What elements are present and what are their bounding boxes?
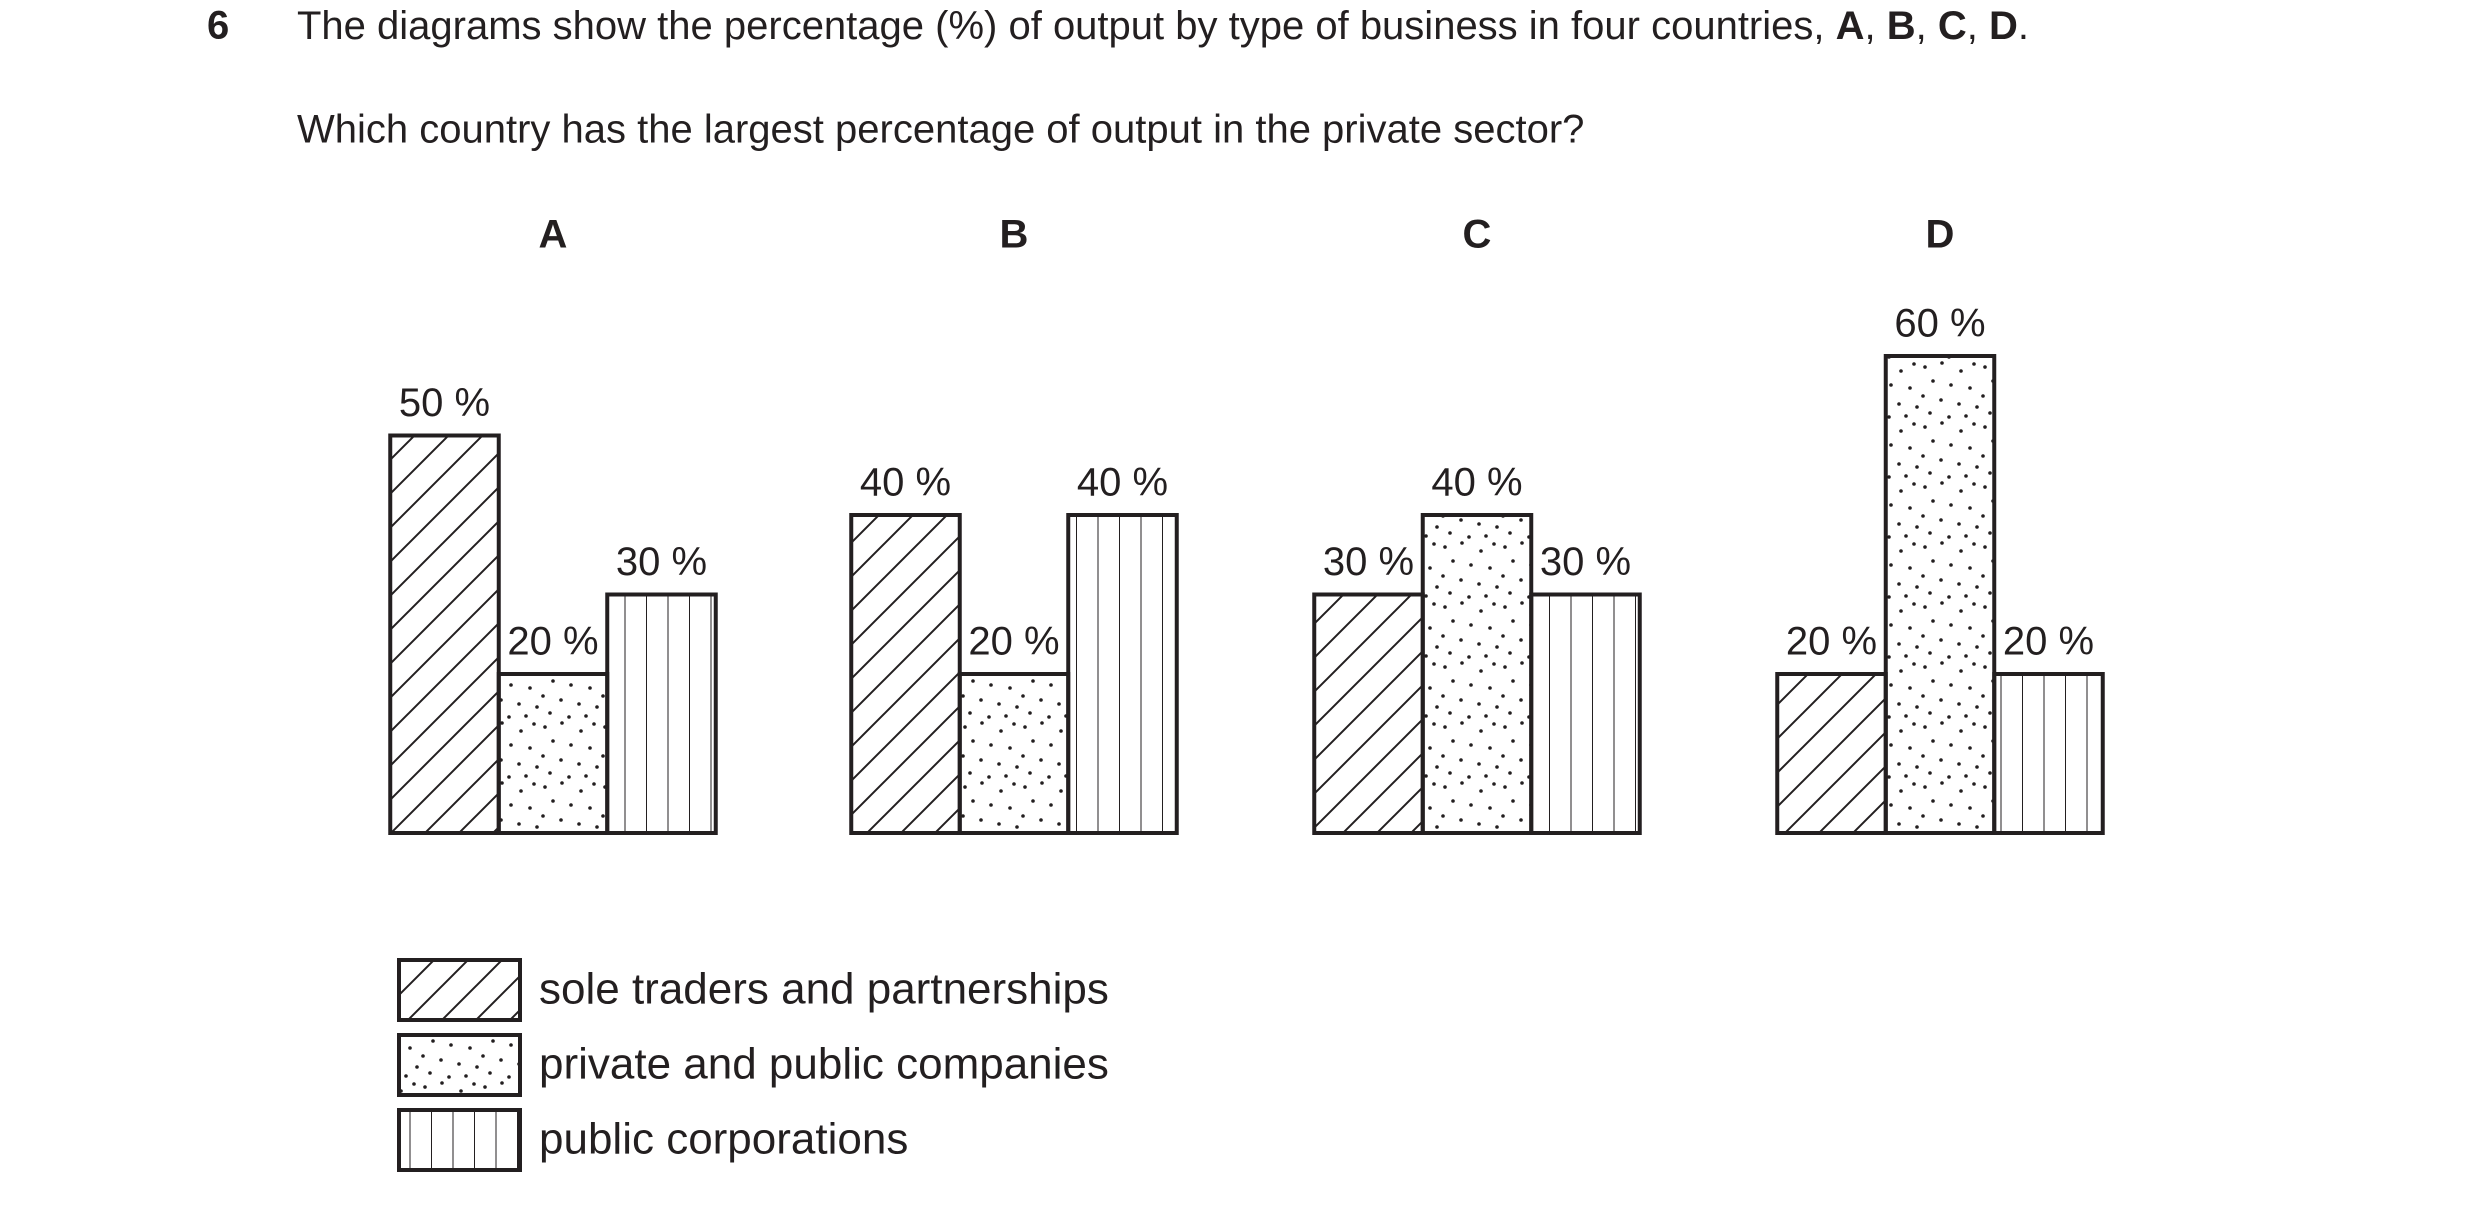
question-number: 6 xyxy=(207,4,229,48)
value-label: 50 % xyxy=(399,381,490,425)
intro-part: D xyxy=(1989,4,2018,48)
value-label: 20 % xyxy=(1786,620,1877,664)
value-label: 30 % xyxy=(616,540,707,584)
bar xyxy=(388,433,501,835)
chart-title: B xyxy=(1000,213,1029,257)
intro-part: A xyxy=(1836,4,1865,48)
bar xyxy=(605,592,718,835)
question-prompt: Which country has the largest percentage… xyxy=(297,108,1584,152)
chart-title: C xyxy=(1463,213,1492,257)
legend-swatch xyxy=(397,1033,522,1097)
question-intro: The diagrams show the percentage (%) of … xyxy=(297,4,2029,48)
value-label: 30 % xyxy=(1323,540,1414,584)
bar xyxy=(1066,513,1179,835)
value-label: 30 % xyxy=(1540,540,1631,584)
value-label: 60 % xyxy=(1894,302,1985,346)
bar xyxy=(849,513,962,835)
intro-part: . xyxy=(2018,4,2029,48)
bar xyxy=(496,672,610,835)
legend-swatch xyxy=(397,958,522,1022)
legend-label: public corporations xyxy=(539,1115,908,1164)
intro-part: , xyxy=(1916,4,1938,48)
intro-part: The diagrams show the percentage (%) of … xyxy=(297,4,1836,48)
bar xyxy=(1992,672,2105,835)
intro-part: , xyxy=(1865,4,1887,48)
bar xyxy=(1312,592,1425,835)
bar xyxy=(1529,592,1642,835)
bar xyxy=(957,672,1071,835)
value-label: 20 % xyxy=(968,620,1059,664)
bar xyxy=(1775,672,1888,835)
legend-swatch xyxy=(397,1108,522,1172)
bar xyxy=(1883,354,1997,835)
chart-title: D xyxy=(1926,213,1955,257)
value-label: 20 % xyxy=(2003,620,2094,664)
chart-title: A xyxy=(539,213,568,257)
legend-label: private and public companies xyxy=(539,1040,1109,1089)
legend-label: sole traders and partnerships xyxy=(539,965,1109,1014)
value-label: 20 % xyxy=(507,620,598,664)
value-label: 40 % xyxy=(1077,461,1168,505)
intro-part: B xyxy=(1887,4,1916,48)
value-label: 40 % xyxy=(1431,461,1522,505)
value-label: 40 % xyxy=(860,461,951,505)
intro-part: , xyxy=(1967,4,1989,48)
intro-part: C xyxy=(1938,4,1967,48)
bar xyxy=(1420,513,1534,835)
